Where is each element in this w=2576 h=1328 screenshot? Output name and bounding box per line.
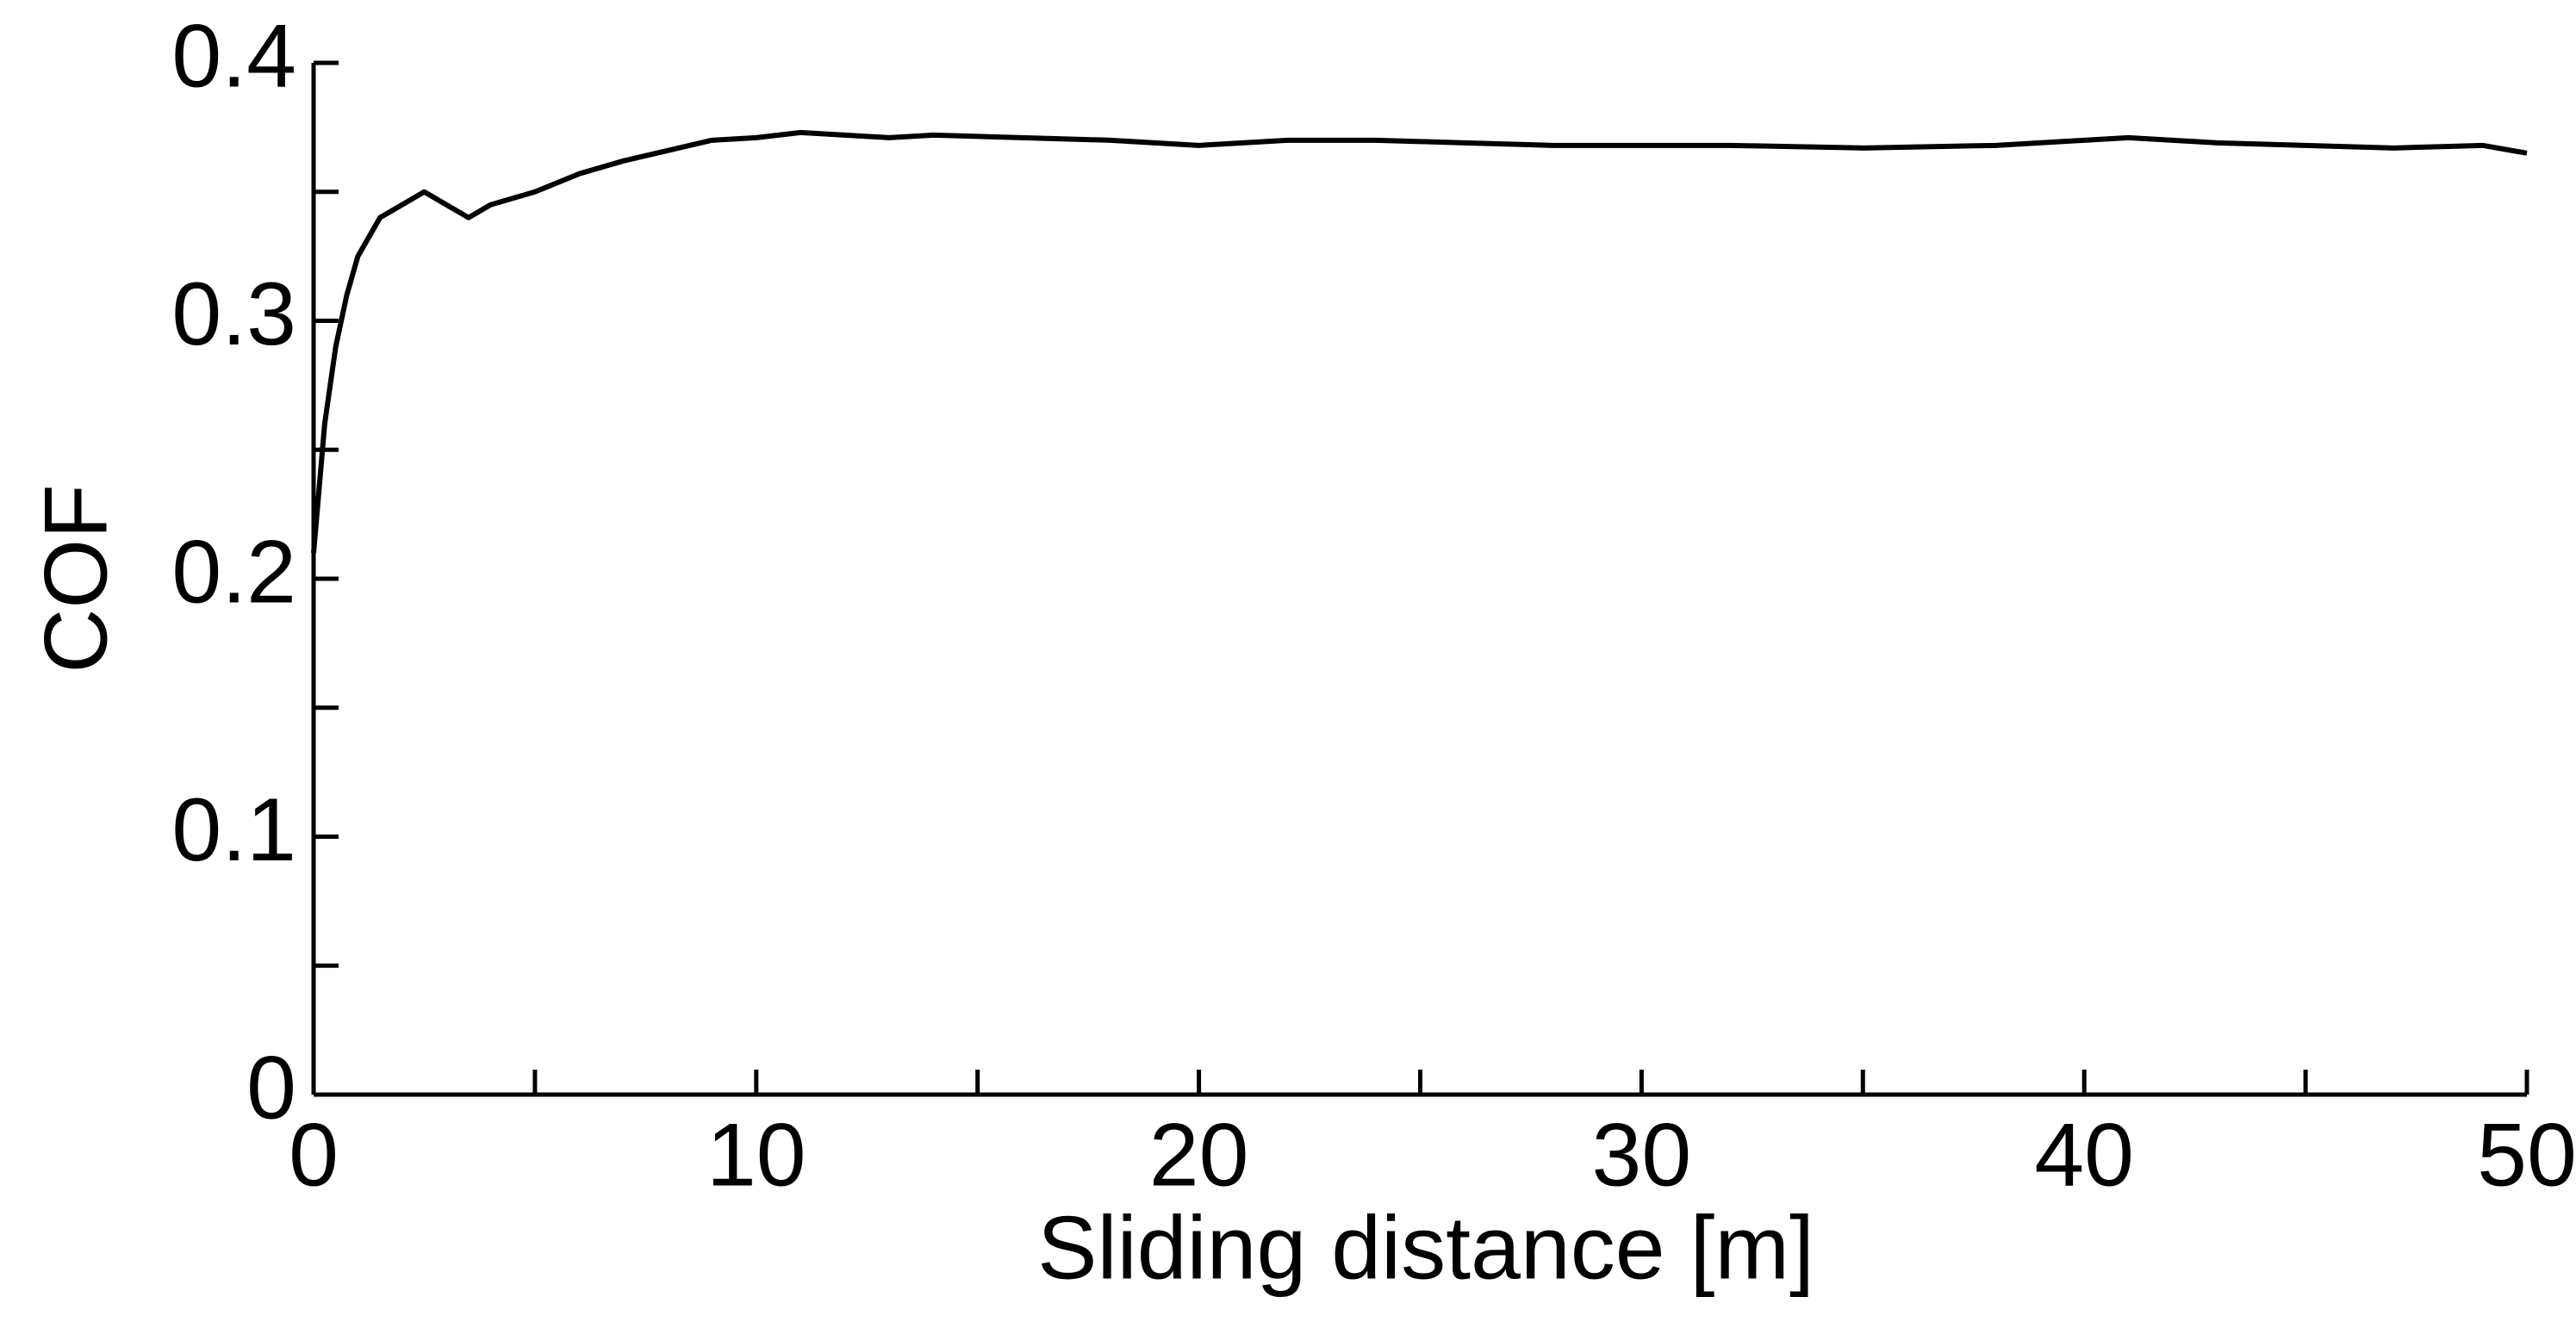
y-tick-label: 0.2: [171, 522, 296, 622]
y-axis-label: COF: [26, 484, 126, 673]
data-line: [311, 129, 2528, 554]
x-tick-label: 50: [2477, 1105, 2576, 1205]
y-tick-label: 0: [246, 1038, 296, 1138]
y-tick-label: 0.4: [171, 6, 296, 106]
x-tick-label: 0: [289, 1105, 339, 1205]
x-tick-label: 40: [2034, 1105, 2134, 1205]
x-tick-label: 30: [1592, 1105, 1692, 1205]
y-tick-label: 0.3: [171, 264, 296, 364]
x-tick-label: 20: [1149, 1105, 1249, 1205]
y-tick-label: 0.1: [171, 780, 296, 880]
x-tick-label: 10: [706, 1105, 806, 1205]
x-axis-label: Sliding distance [m]: [1037, 1198, 1814, 1298]
